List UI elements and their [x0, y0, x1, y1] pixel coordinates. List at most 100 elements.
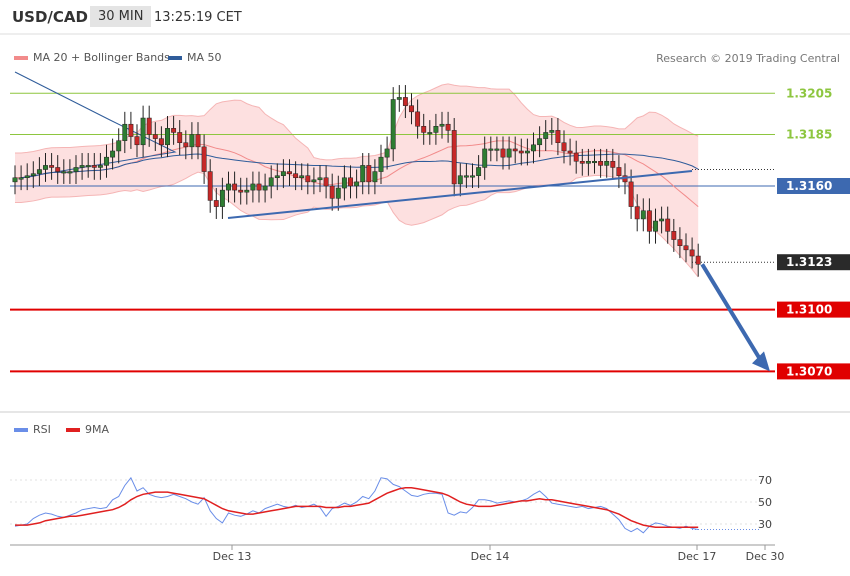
candle-body — [488, 148, 494, 151]
candle-body — [238, 189, 244, 193]
candle-body — [561, 142, 567, 152]
candle-body — [671, 231, 677, 240]
candle-body — [665, 218, 671, 232]
candle-body — [67, 171, 73, 174]
candle-body — [201, 146, 207, 172]
candle-body — [531, 144, 536, 152]
level-box-1.3070 — [777, 363, 850, 380]
candle-body — [592, 161, 597, 164]
candle-body — [610, 161, 616, 168]
candle-body — [177, 132, 183, 143]
candle-body — [244, 189, 250, 193]
candle-body — [549, 130, 555, 133]
candle-body — [470, 175, 475, 178]
candle-body — [183, 142, 189, 148]
candle-body — [409, 105, 414, 113]
candle-body — [634, 206, 640, 220]
candle-body — [280, 171, 286, 176]
candle-body — [616, 167, 622, 176]
candle-body — [567, 150, 573, 154]
candle-body — [378, 156, 384, 172]
candle-body — [421, 126, 427, 133]
candle-body — [122, 123, 128, 141]
candle-body — [524, 150, 530, 154]
candle-body — [61, 171, 67, 174]
candle-body — [494, 148, 500, 151]
candle-body — [439, 123, 445, 127]
timeframe-badge[interactable]: 30 MIN — [90, 6, 152, 27]
symbol-label: USD/CAD — [12, 8, 88, 26]
candle-body — [579, 161, 585, 164]
candle-body — [165, 128, 170, 146]
candle-body — [402, 97, 408, 106]
legend-rsi: RSI — [14, 423, 51, 436]
legend-ma20: MA 20 + Bollinger Bands — [14, 51, 170, 64]
x-tick-label: Dec 13 — [213, 550, 252, 563]
candle-body — [451, 130, 457, 185]
candle-body — [262, 185, 268, 191]
candle-body — [463, 175, 469, 178]
candle-body — [396, 97, 402, 100]
candle-body — [49, 165, 55, 168]
legend-rsi-swatch — [14, 428, 28, 432]
candle-body — [415, 111, 421, 127]
level-label-1.3185: 1.3185 — [786, 128, 832, 142]
candle-body — [171, 128, 177, 133]
candle-body — [445, 123, 451, 131]
legend-ma50-label: MA 50 — [187, 51, 222, 64]
candle-body — [152, 134, 158, 139]
legend-9ma-label: 9MA — [85, 423, 110, 436]
legend-9ma: 9MA — [66, 423, 109, 436]
candle-body — [653, 220, 658, 232]
candle-body — [537, 138, 543, 146]
candle-body — [140, 117, 146, 146]
candle-body — [158, 138, 164, 146]
candle-body — [110, 150, 116, 158]
candle-body — [604, 161, 610, 166]
candle-body — [323, 177, 329, 187]
candle-body — [433, 126, 439, 133]
legend-ma20-label: MA 20 + Bollinger Bands — [33, 51, 170, 64]
candle-body — [585, 161, 591, 164]
candle-body — [293, 173, 299, 179]
level-box-1.3123 — [777, 254, 850, 271]
candle-body — [12, 177, 18, 183]
candle-body — [512, 148, 518, 152]
support-trendline — [227, 170, 693, 219]
candle-body — [43, 165, 48, 170]
level-label-1.3070: 1.3070 — [786, 364, 832, 378]
candle-body — [195, 134, 201, 148]
candle-body — [30, 173, 36, 176]
candle-body — [274, 175, 280, 179]
candle-body — [628, 181, 634, 207]
level-label-1.3100: 1.3100 — [786, 303, 832, 317]
candle-body — [518, 150, 524, 154]
candle-body — [85, 165, 91, 168]
candle-body — [97, 165, 103, 168]
legend-ma50-swatch — [168, 56, 182, 60]
clock-label: 13:25:19 CET — [154, 10, 242, 25]
candle-body — [646, 210, 652, 232]
candle-body — [348, 177, 353, 187]
candle-body — [476, 167, 482, 176]
level-box-1.3160 — [777, 178, 850, 194]
legend-9ma-swatch — [66, 428, 80, 432]
level-label-1.3205: 1.3205 — [786, 86, 832, 100]
legend-ma20-swatch — [14, 56, 28, 60]
candle-body — [335, 187, 341, 199]
rsi-tick-70: 70 — [758, 474, 772, 487]
candle-body — [219, 189, 225, 207]
candle-body — [457, 175, 463, 185]
candle-body — [683, 245, 689, 251]
level-label-1.3160: 1.3160 — [786, 179, 832, 193]
candle-body — [555, 130, 561, 143]
candle-body — [482, 148, 488, 168]
candle-body — [287, 171, 292, 174]
projection-arrow-head — [752, 351, 770, 372]
candle-body — [256, 183, 262, 191]
candle-body — [305, 175, 311, 183]
projection-arrow-shaft — [700, 263, 764, 364]
candle-body — [329, 185, 335, 199]
candle-body — [299, 175, 305, 179]
